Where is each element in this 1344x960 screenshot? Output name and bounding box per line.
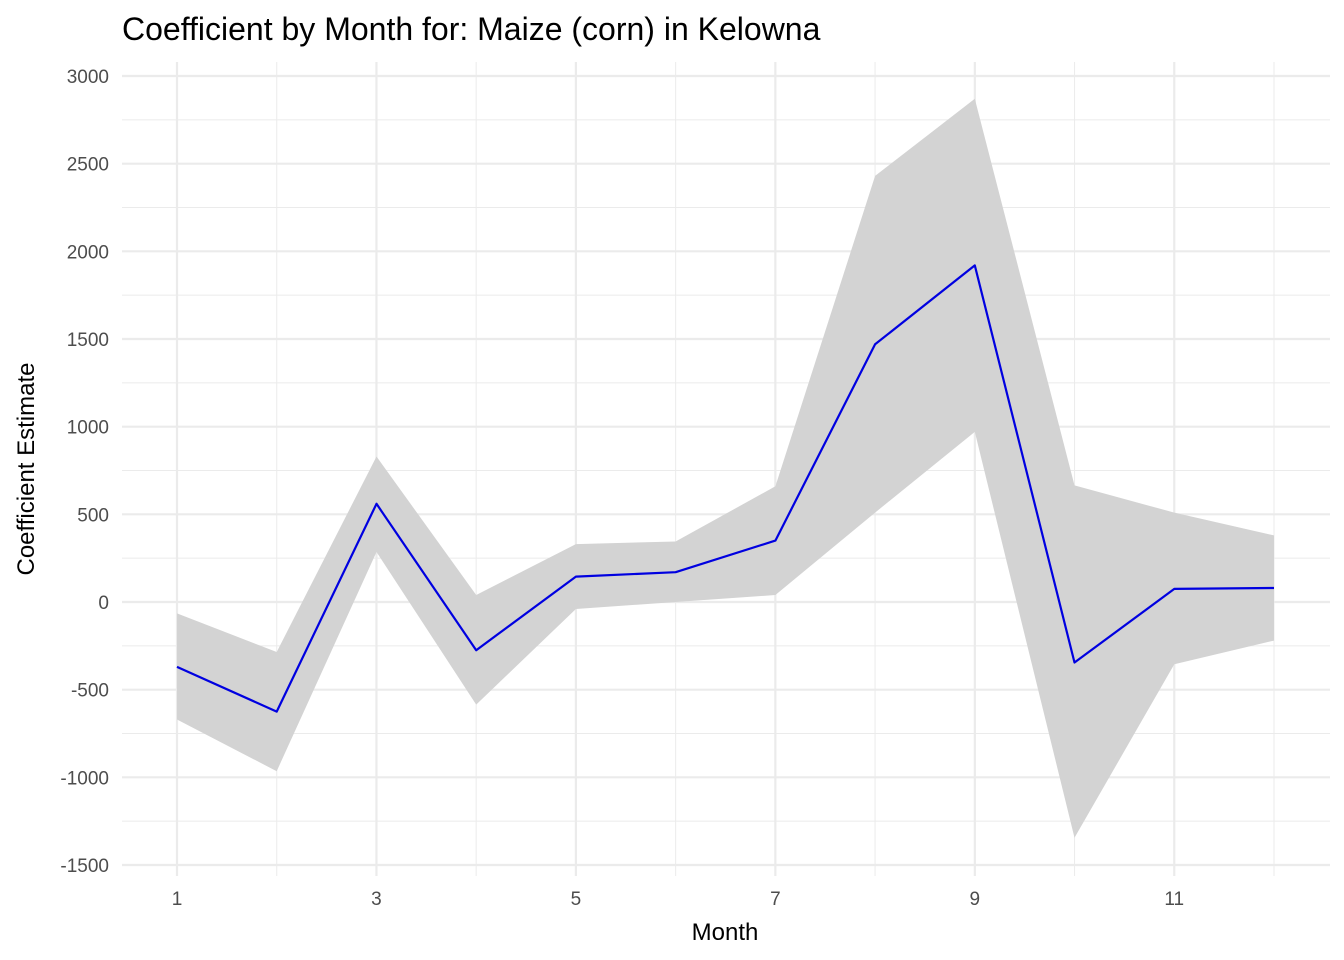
y-tick-label: 1000 bbox=[67, 418, 109, 439]
x-axis-title: Month bbox=[692, 919, 759, 946]
y-axis-title: Coefficient Estimate bbox=[13, 363, 40, 576]
y-tick-label: -1500 bbox=[60, 856, 109, 877]
y-tick-label: 2500 bbox=[67, 155, 109, 176]
x-tick-label: 5 bbox=[571, 889, 582, 910]
y-tick-label: 500 bbox=[77, 505, 109, 526]
series-line-group bbox=[176, 264, 1275, 713]
series-line bbox=[176, 264, 1275, 713]
x-tick-label: 1 bbox=[172, 889, 183, 910]
y-tick-label: -1000 bbox=[60, 768, 109, 789]
x-tick-label: 3 bbox=[371, 889, 382, 910]
chart-title: Coefficient by Month for: Maize (corn) i… bbox=[122, 11, 821, 47]
confidence-band bbox=[177, 98, 1274, 838]
grid-lines bbox=[122, 62, 1330, 876]
y-tick-label: 2000 bbox=[67, 242, 109, 263]
y-axis-ticks: -1500 -1000 -500 0 500 1000 1500 2000 2500 3000 bbox=[60, 67, 109, 877]
y-tick-label: -500 bbox=[71, 681, 109, 702]
confidence-ribbon bbox=[177, 98, 1274, 838]
y-tick-label: 1500 bbox=[67, 330, 109, 351]
x-axis-ticks: 1 3 5 7 9 11 bbox=[172, 889, 1184, 910]
y-tick-label: 3000 bbox=[67, 67, 109, 88]
y-tick-label: 0 bbox=[98, 593, 109, 614]
x-tick-label: 7 bbox=[770, 889, 781, 910]
x-tick-label: 11 bbox=[1164, 889, 1184, 910]
x-tick-label: 9 bbox=[970, 889, 981, 910]
